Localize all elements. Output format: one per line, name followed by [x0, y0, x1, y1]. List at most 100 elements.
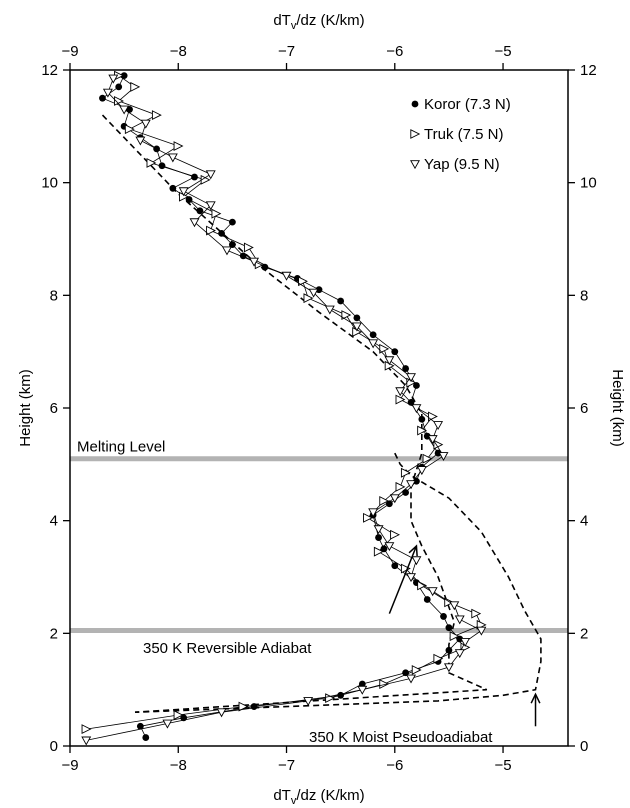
y-axis-label-right: Height (km) — [609, 369, 626, 447]
data-point — [115, 83, 123, 91]
data-point — [428, 411, 438, 422]
data-point — [440, 613, 447, 620]
data-point — [81, 724, 92, 735]
data-point — [228, 241, 236, 249]
legend-marker-0 — [411, 100, 419, 108]
data-point — [369, 331, 377, 339]
series-1 — [81, 70, 487, 735]
data-point — [124, 124, 135, 135]
data-point — [379, 343, 390, 354]
axes: −9 −9 −8 −8 −7 −7 −6 −6 −5 −5 0 0 2 2 4 4 6 6 8 8 10 10 12 12 dT… — [17, 12, 626, 807]
data-point — [417, 580, 428, 591]
data-point — [238, 701, 249, 712]
y-tick-label-right: 2 — [580, 625, 588, 642]
y-tick-label-left: 0 — [50, 738, 58, 755]
data-point — [135, 136, 146, 146]
y-tick-label-left: 10 — [41, 175, 58, 192]
data-point — [189, 218, 200, 228]
data-point — [325, 693, 336, 704]
y-tick-label-right: 12 — [580, 62, 597, 79]
x-tick-label-bottom: −7 — [278, 757, 295, 774]
data-point — [308, 288, 319, 298]
data-point — [341, 310, 352, 320]
annotation-arrowhead-1 — [530, 692, 541, 704]
melting-level-label: Melting Level — [77, 439, 165, 456]
data-point — [422, 453, 433, 464]
data-point — [211, 208, 222, 219]
data-point — [196, 207, 204, 215]
data-point — [218, 229, 225, 237]
data-point — [402, 489, 410, 496]
data-point — [406, 373, 416, 383]
reversible-adiabat-label: 350 K Reversible Adiabat — [143, 640, 312, 657]
data-point — [400, 467, 411, 478]
data-point — [114, 96, 124, 106]
y-tick-label-left: 12 — [41, 62, 58, 79]
y-tick-label-right: 0 — [580, 738, 588, 755]
y-tick-label-right: 4 — [580, 513, 588, 530]
data-point — [146, 158, 157, 168]
data-point — [119, 105, 130, 115]
data-point — [222, 246, 232, 256]
data-point — [228, 218, 236, 226]
data-point — [391, 348, 399, 356]
data-point — [411, 404, 422, 414]
y-tick-label-right: 6 — [580, 400, 588, 417]
data-point — [205, 170, 216, 180]
data-point — [136, 722, 144, 730]
moist-pseudoadiabat-label: 350 K Moist Pseudoadiabat — [309, 729, 493, 746]
data-point — [281, 271, 292, 281]
data-point — [249, 257, 260, 267]
data-series — [81, 70, 487, 746]
x-tick-label-top: −7 — [278, 43, 295, 60]
data-point — [406, 480, 416, 490]
data-point — [206, 225, 216, 236]
data-point — [460, 637, 471, 647]
data-point — [406, 573, 416, 583]
data-point — [454, 649, 465, 659]
melting-level-bands: Melting Level — [70, 439, 568, 634]
data-point — [449, 601, 460, 611]
data-point — [130, 81, 141, 92]
data-point — [368, 508, 379, 518]
data-point — [445, 646, 453, 654]
data-point — [373, 546, 384, 557]
x-axis-label-bottom: dTv/dz (K/km) — [273, 787, 364, 807]
data-point — [471, 608, 482, 619]
annotations: 350 K Reversible Adiabat 350 K Moist Pseu… — [143, 544, 541, 746]
data-point — [373, 525, 384, 535]
reference-curves — [101, 114, 542, 713]
y-tick-label-left: 6 — [50, 400, 58, 417]
data-point — [167, 153, 178, 163]
data-point — [368, 339, 379, 349]
data-point — [438, 452, 449, 462]
data-point — [389, 494, 400, 504]
data-point — [379, 679, 390, 689]
y-tick-label-right: 8 — [580, 287, 588, 304]
x-tick-label-bottom: −9 — [61, 757, 78, 774]
y-tick-label-left: 2 — [50, 625, 58, 642]
y-axis-label-left: Height (km) — [17, 369, 34, 447]
data-point — [423, 432, 431, 440]
data-point — [445, 624, 453, 632]
legend-label-2: Yap (9.5 N) — [424, 156, 500, 173]
data-point — [400, 563, 411, 574]
data-point — [216, 708, 227, 718]
data-point — [108, 74, 119, 84]
x-tick-label-top: −5 — [494, 43, 511, 60]
data-point — [411, 556, 422, 566]
x-tick-label-top: −6 — [386, 43, 403, 60]
data-point — [243, 242, 254, 253]
data-point — [406, 674, 416, 684]
data-point — [303, 697, 314, 707]
legend-label-0: Koror (7.3 N) — [424, 96, 511, 113]
data-point — [402, 669, 410, 677]
data-point — [434, 449, 442, 457]
data-point — [454, 615, 465, 625]
data-point — [395, 481, 406, 492]
x-tick-label-top: −9 — [61, 43, 78, 60]
data-point — [191, 173, 198, 181]
data-point — [140, 119, 151, 129]
data-point — [81, 736, 92, 746]
